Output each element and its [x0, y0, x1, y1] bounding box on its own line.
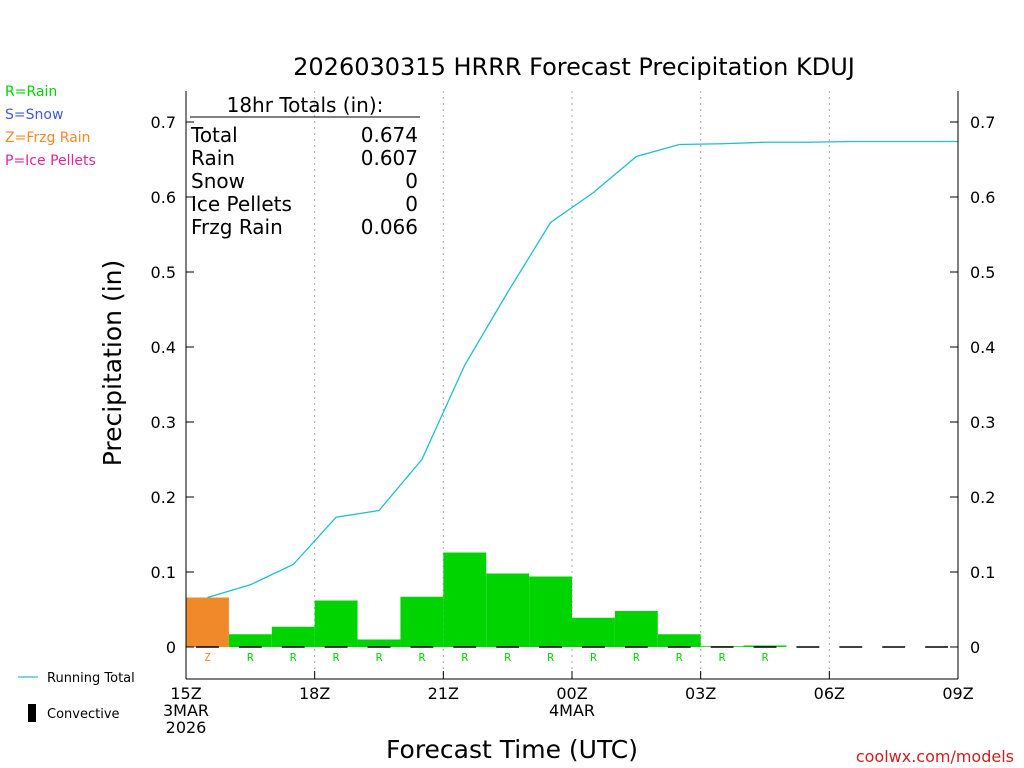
- legend-convective-label: Convective: [47, 707, 120, 722]
- running-total-line: [207, 140, 958, 599]
- y-tick-label-right: 0.4: [970, 338, 995, 357]
- y-tick-label-left: 0.3: [151, 413, 176, 432]
- x-tick-label: 00Z: [556, 684, 587, 703]
- y-tick-label-left: 0.1: [151, 563, 176, 582]
- y-tick-label-right: 0.1: [970, 563, 995, 582]
- x-tick-label: 09Z: [942, 684, 973, 703]
- precip-type-label: R: [290, 651, 297, 664]
- precip-bar: [443, 552, 487, 647]
- y-tick-label-left: 0.7: [151, 113, 176, 132]
- precip-type-label: R: [633, 651, 640, 664]
- precip-type-label: R: [419, 651, 426, 664]
- precip-bar: [400, 596, 444, 647]
- precip-type-label: R: [461, 651, 468, 664]
- x-tick-label: 15Z: [170, 684, 201, 703]
- type-legend-item: R=Rain: [5, 84, 57, 100]
- x-tick-label: 06Z: [814, 684, 845, 703]
- y-tick-label-right: 0: [970, 638, 980, 657]
- totals-row-label: Total: [190, 123, 238, 147]
- y-tick-label-left: 0.5: [151, 263, 176, 282]
- precip-type-label: R: [719, 651, 726, 664]
- y-tick-label-right: 0.6: [970, 188, 995, 207]
- precip-bar: [614, 611, 658, 647]
- precip-bar: [186, 597, 229, 647]
- x-tick-label: 2026: [166, 718, 207, 737]
- totals-row-label: Ice Pellets: [191, 192, 292, 216]
- legend-running-total-label: Running Total: [47, 671, 135, 686]
- totals-row-label: Rain: [191, 146, 235, 170]
- precip-type-label: R: [676, 651, 683, 664]
- x-tick-label: 03Z: [685, 684, 716, 703]
- precip-bar: [357, 639, 401, 647]
- totals-row-value: 0: [405, 169, 418, 193]
- x-axis-title: Forecast Time (UTC): [386, 735, 638, 764]
- precip-bar: [572, 617, 615, 647]
- totals-row-value: 0.674: [361, 123, 418, 147]
- chart-title: 2026030315 HRRR Forecast Precipitation K…: [293, 53, 855, 81]
- precip-type-label: R: [504, 651, 511, 664]
- totals-row-label: Frzg Rain: [191, 215, 283, 239]
- precip-type-label: R: [247, 651, 254, 664]
- totals-row-value: 0.066: [361, 215, 418, 239]
- precip-type-label: R: [333, 651, 340, 664]
- precip-bar: [314, 600, 358, 647]
- precip-type-label: R: [762, 651, 769, 664]
- precip-type-label: R: [376, 651, 383, 664]
- precip-bar: [228, 634, 272, 647]
- credit-text: coolwx.com/models: [856, 747, 1014, 766]
- y-tick-label-right: 0.3: [970, 413, 995, 432]
- precip-type-label: R: [547, 651, 554, 664]
- y-tick-label-right: 0.2: [970, 488, 995, 507]
- type-legend-item: Z=Frzg Rain: [5, 130, 91, 146]
- precip-bar: [486, 573, 530, 647]
- precip-type-label: Z: [204, 651, 211, 664]
- totals-row-value: 0: [405, 192, 418, 216]
- y-tick-label-left: 0.2: [151, 488, 176, 507]
- type-legend-item: P=Ice Pellets: [5, 153, 96, 169]
- y-tick-label-right: 0.7: [970, 113, 995, 132]
- y-tick-label-left: 0: [166, 638, 176, 657]
- y-tick-label-left: 0.6: [151, 188, 176, 207]
- totals-heading: 18hr Totals (in):: [227, 93, 384, 117]
- x-tick-label: 18Z: [299, 684, 330, 703]
- totals-row-value: 0.607: [361, 146, 418, 170]
- precip-bar: [271, 626, 315, 647]
- y-tick-label-right: 0.5: [970, 263, 995, 282]
- y-axis-title: Precipitation (in): [98, 260, 127, 467]
- type-legend-item: S=Snow: [5, 107, 63, 123]
- precip-bar: [529, 576, 572, 647]
- x-tick-label: 4MAR: [549, 701, 595, 720]
- precip-type-label: R: [590, 651, 597, 664]
- y-tick-label-left: 0.4: [151, 338, 176, 357]
- totals-row-label: Snow: [191, 169, 245, 193]
- x-tick-label: 21Z: [428, 684, 459, 703]
- x-tick-label: 3MAR: [163, 701, 209, 720]
- precip-bar: [657, 634, 701, 647]
- plot-area: Z R R R R R R R R R R R R R0 00.1 0.10.2 0.20.3 0.30.4 0.4…: [5, 84, 995, 737]
- legend-convective-swatch: [28, 704, 36, 722]
